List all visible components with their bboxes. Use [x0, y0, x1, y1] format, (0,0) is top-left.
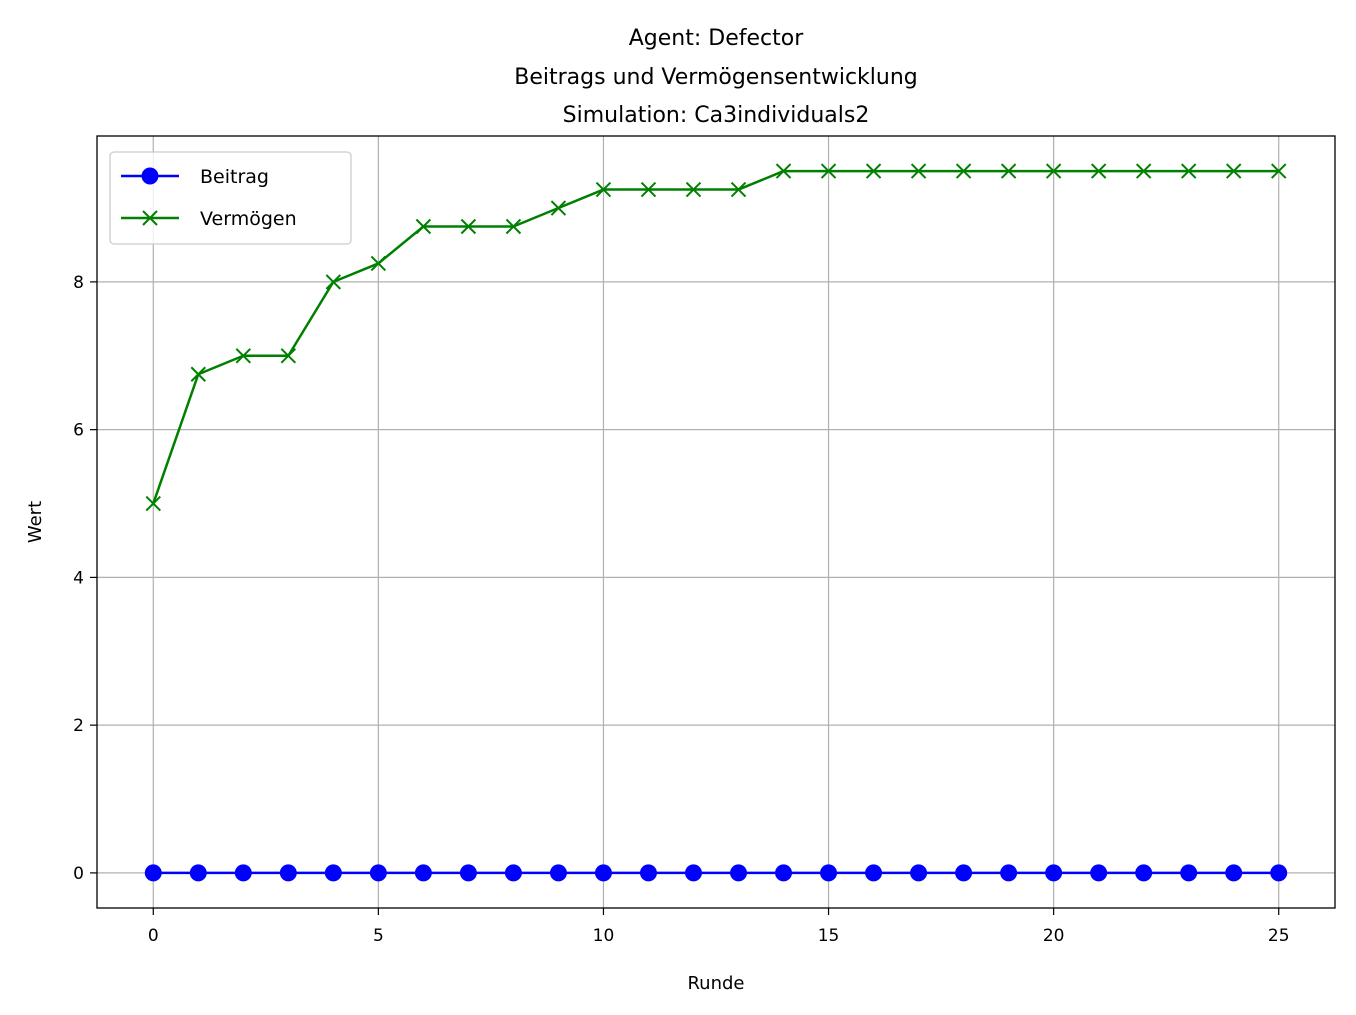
data-point-vermoegen [1226, 163, 1242, 179]
legend-label-beitrag: Beitrag [200, 166, 269, 188]
x-tick-label: 0 [148, 926, 159, 946]
legend-label-vermoegen: Vermögen [200, 208, 297, 230]
x-tick-label: 25 [1268, 926, 1290, 946]
data-point-vermoegen [955, 163, 972, 179]
data-point-beitrag [730, 864, 748, 882]
data-point-beitrag [639, 864, 657, 882]
data-point-vermoegen [415, 218, 432, 235]
y-tick-label: 4 [73, 568, 84, 588]
data-point-vermoegen [145, 495, 161, 512]
data-point-beitrag [1045, 864, 1063, 882]
data-point-beitrag [414, 864, 432, 882]
data-point-vermoegen [370, 255, 387, 272]
data-point-beitrag [189, 864, 207, 882]
legend: Beitrag Vermögen [109, 151, 352, 245]
legend-marker-beitrag [141, 167, 159, 185]
data-point-vermoegen [685, 181, 702, 198]
grid [97, 136, 1335, 908]
data-point-beitrag [1135, 864, 1153, 882]
data-point-vermoegen [235, 348, 252, 364]
data-point-beitrag [504, 864, 522, 882]
series-line-vermoegen [152, 169, 1279, 504]
legend-marker-vermoegen [142, 210, 158, 226]
plot-frame [96, 135, 1336, 909]
y-tick-label: 6 [73, 421, 84, 441]
chart-title-line-1: Agent: Defector [629, 26, 804, 51]
data-point-beitrag [1270, 864, 1288, 882]
data-point-vermoegen [595, 181, 612, 198]
data-point-beitrag [1090, 864, 1108, 882]
data-point-beitrag [234, 864, 252, 882]
data-point-beitrag [955, 864, 973, 882]
y-tick-label: 0 [73, 864, 84, 884]
data-point-beitrag [459, 864, 477, 882]
axis-ticks: 0 5 10 15 20 25 0 2 4 6 8 [73, 273, 1289, 946]
data-point-vermoegen [865, 163, 882, 179]
chart-title-line-3: Simulation: Ca3individuals2 [563, 103, 870, 128]
x-tick-label: 15 [818, 926, 840, 946]
data-point-vermoegen [1000, 163, 1017, 179]
data-point-vermoegen [460, 218, 477, 235]
data-point-vermoegen [505, 218, 522, 235]
data-point-vermoegen [1180, 163, 1197, 179]
data-point-beitrag [910, 864, 928, 882]
data-point-beitrag [324, 864, 342, 882]
data-point-beitrag [865, 864, 883, 882]
data-point-vermoegen [1045, 163, 1062, 179]
x-tick-label: 20 [1043, 926, 1065, 946]
series-beitrag [144, 864, 1288, 882]
data-point-vermoegen [1135, 163, 1152, 179]
data-point-vermoegen [325, 274, 342, 290]
data-point-beitrag [820, 864, 838, 882]
data-point-vermoegen [280, 348, 297, 364]
data-point-vermoegen [820, 163, 837, 179]
x-tick-label: 5 [373, 926, 384, 946]
chart-title-line-2: Beitrags und Vermögensentwicklung [514, 65, 918, 90]
x-tick-label: 10 [593, 926, 615, 946]
data-point-vermoegen [1090, 163, 1107, 179]
data-point-beitrag [684, 864, 702, 882]
data-point-vermoegen [550, 200, 567, 216]
data-point-beitrag [1000, 864, 1018, 882]
data-point-beitrag [775, 864, 793, 882]
data-point-vermoegen [1271, 163, 1287, 179]
x-axis-label: Runde [687, 973, 744, 994]
data-point-vermoegen [730, 181, 747, 198]
y-tick-label: 2 [73, 716, 84, 736]
data-point-vermoegen [775, 163, 792, 179]
data-point-beitrag [369, 864, 387, 882]
series-layer [144, 163, 1288, 882]
series-vermoegen [145, 163, 1287, 512]
data-point-beitrag [144, 864, 162, 882]
data-point-beitrag [1180, 864, 1198, 882]
data-point-beitrag [279, 864, 297, 882]
data-point-vermoegen [910, 163, 927, 179]
data-point-beitrag [549, 864, 567, 882]
y-tick-label: 8 [73, 273, 84, 293]
data-point-beitrag [1225, 864, 1243, 882]
data-point-vermoegen [190, 366, 206, 382]
data-point-beitrag [594, 864, 612, 882]
y-axis-label: Wert [25, 501, 46, 543]
data-point-vermoegen [640, 181, 657, 198]
